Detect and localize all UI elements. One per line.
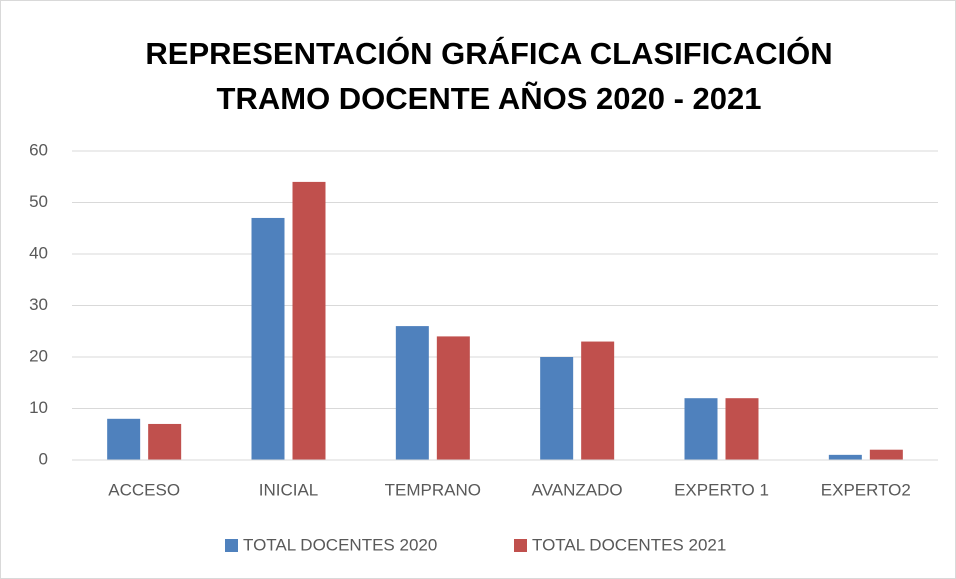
x-tick-label: EXPERTO2 bbox=[821, 480, 911, 499]
legend-swatch bbox=[514, 539, 527, 552]
bar bbox=[292, 181, 326, 460]
legend-swatch bbox=[225, 539, 238, 552]
bar bbox=[828, 454, 862, 460]
chart-title: TRAMO DOCENTE AÑOS 2020 - 2021 bbox=[217, 81, 762, 116]
chart-title: REPRESENTACIÓN GRÁFICA CLASIFICACIÓN bbox=[145, 35, 832, 71]
bar bbox=[107, 418, 141, 460]
x-tick-label: TEMPRANO bbox=[385, 480, 481, 499]
legend-label: TOTAL DOCENTES 2020 bbox=[243, 535, 437, 554]
bar bbox=[869, 449, 903, 460]
y-tick-label: 60 bbox=[29, 140, 48, 159]
x-tick-label: AVANZADO bbox=[532, 480, 623, 499]
x-tick-label: EXPERTO 1 bbox=[674, 480, 769, 499]
bar bbox=[251, 217, 285, 460]
y-tick-label: 30 bbox=[29, 295, 48, 314]
y-tick-label: 0 bbox=[39, 449, 48, 468]
y-tick-label: 20 bbox=[29, 346, 48, 365]
legend-label: TOTAL DOCENTES 2021 bbox=[532, 535, 726, 554]
y-tick-label: 50 bbox=[29, 192, 48, 211]
bar bbox=[436, 336, 470, 460]
bar bbox=[395, 326, 429, 460]
bar bbox=[684, 398, 718, 460]
x-tick-label: INICIAL bbox=[259, 480, 319, 499]
bar bbox=[581, 341, 615, 460]
x-tick-label: ACCESO bbox=[108, 480, 180, 499]
bar bbox=[148, 423, 182, 460]
bar bbox=[725, 398, 759, 460]
bar bbox=[540, 357, 574, 460]
y-tick-label: 10 bbox=[29, 398, 48, 417]
y-tick-label: 40 bbox=[29, 243, 48, 262]
